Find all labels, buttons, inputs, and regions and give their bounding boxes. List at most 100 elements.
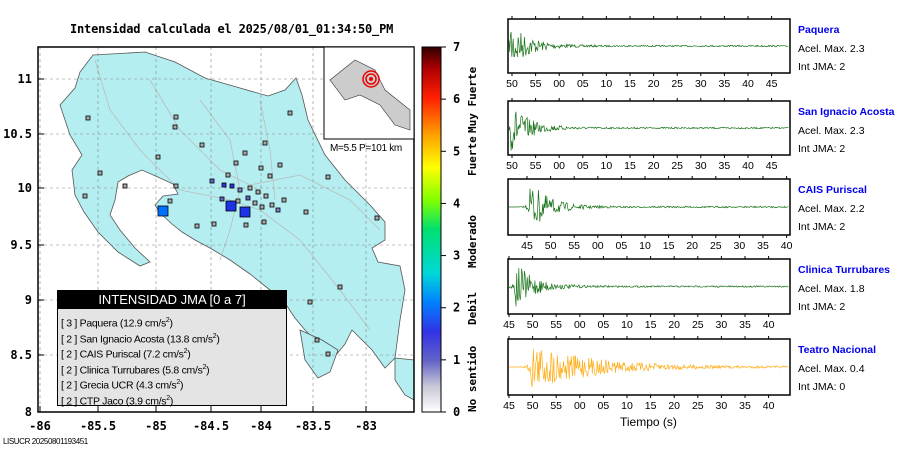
station-marker[interactable] [267,173,273,179]
station-marker[interactable] [247,185,253,191]
legend-close-paren: ) [216,333,220,345]
legend-intensity: [ 3 ] [61,317,78,330]
waveform-trace [509,349,789,388]
station-marker[interactable] [277,162,283,168]
legend-intensity: [ 2 ] [61,348,78,361]
legend-acceleration: (4.3 cm/s [135,379,177,392]
x-tick-label: -85.5 [80,419,116,433]
station-marker[interactable] [314,337,320,343]
max-acceleration: Acel. Max. 2.3 [798,43,865,55]
station-marker[interactable] [255,189,261,195]
station-marker[interactable] [155,154,161,160]
station-marker[interactable] [287,110,293,116]
station-marker[interactable] [245,195,251,201]
station-marker[interactable] [97,170,103,176]
y-tick-label: 11 [18,72,32,86]
station-marker[interactable] [337,284,343,290]
max-acceleration: Acel. Max. 1.8 [798,283,865,295]
station-marker[interactable] [325,174,331,180]
time-tick-label: 40 [763,319,775,331]
legend-close-paren: ) [187,348,191,361]
station-marker[interactable] [261,219,267,225]
station-name-link[interactable]: Paquera [798,24,840,36]
station-name-link[interactable]: Clinica Turrubares [798,264,890,276]
station-marker[interactable] [211,221,217,227]
waveform-panel: 45 50 55 00 05 10 15 20 25 30 35 40 [507,176,793,252]
legend-station-name: Grecia UCR [79,379,134,392]
time-tick-label: 55 [550,319,562,331]
time-tick-label: 00 [592,240,604,252]
station-marker[interactable] [233,160,239,166]
station-marker[interactable] [259,204,265,210]
station-marker[interactable] [225,200,237,212]
station-marker[interactable] [242,150,248,156]
time-tick-label: 00 [553,160,565,172]
station-marker[interactable] [157,205,169,217]
station-marker[interactable] [262,140,268,146]
station-marker[interactable] [173,114,179,120]
colorbar-tick-label: 6 [453,92,460,106]
legend-acceleration: (3.9 cm/s [125,395,167,407]
station-marker[interactable] [303,209,309,215]
time-tick-label: 30 [695,78,707,90]
station-marker[interactable] [219,196,225,202]
station-marker[interactable] [275,207,281,213]
waveform-frame [507,18,791,74]
station-marker[interactable] [235,198,241,204]
footer-id: LISUCR 20250801193451 [3,437,88,446]
legend-station-name: San Ignacio Acosta [79,333,165,345]
time-tick-label: 50 [545,240,557,252]
station-marker[interactable] [122,183,128,189]
station-marker[interactable] [269,202,275,208]
legend-item: [ 2 ] CAIS Puriscal (7.2 cm/s2) [61,344,286,361]
station-marker[interactable] [237,187,243,193]
station-marker[interactable] [173,183,179,189]
station-marker[interactable] [85,115,91,121]
legend-intensity: [ 2 ] [61,379,78,392]
colorbar-label-moderado: Moderado [466,215,479,268]
osa-peninsula [299,329,339,379]
station-marker[interactable] [209,178,215,184]
station-marker[interactable] [243,222,249,228]
waveform-frame [507,338,791,396]
legend-unit-exponent: 2 [202,363,207,371]
colorbar-tick-label: 1 [453,353,460,367]
station-marker[interactable] [221,182,227,188]
time-tick-label: 00 [574,400,586,412]
station-marker[interactable] [199,142,205,148]
station-marker[interactable] [252,200,258,206]
legend-acceleration: (7.2 cm/s [143,348,184,361]
time-tick-label: 35 [719,160,731,172]
legend-unit-exponent: 2 [212,332,217,340]
station-name-link[interactable]: CAIS Puriscal [798,184,867,196]
station-marker[interactable] [167,198,173,204]
time-tick-label: 55 [550,400,562,412]
station-marker[interactable] [194,223,200,229]
station-marker[interactable] [225,172,231,178]
legend-item: [ 2 ] Grecia UCR (4.3 cm/s2) [61,375,286,392]
station-name-link[interactable]: San Ignacio Acosta [798,106,895,118]
station-marker[interactable] [82,193,88,199]
station-marker[interactable] [263,193,269,199]
station-marker[interactable] [281,197,287,203]
time-tick-label: 15 [645,319,657,331]
station-marker[interactable] [258,165,264,171]
waveform-frame [507,178,791,236]
station-name-link[interactable]: Teatro Nacional [798,344,876,356]
station-marker[interactable] [374,215,380,221]
station-marker[interactable] [229,183,235,189]
time-tick-label: 05 [598,319,610,331]
intensity-colorbar [421,46,442,413]
station-marker[interactable] [172,124,178,130]
waveform-trace [509,188,789,222]
station-marker[interactable] [239,206,251,218]
station-marker[interactable] [307,299,313,305]
time-tick-label: 50 [527,319,539,331]
time-tick-label: 40 [763,400,775,412]
colorbar-label-no-sentido: No sentido [466,345,479,412]
legend-station-name: CAIS Puriscal [79,348,141,361]
jma-intensity: Int JMA: 2 [798,301,846,313]
x-tick-label: -84.5 [193,419,229,433]
station-marker[interactable] [325,351,331,357]
